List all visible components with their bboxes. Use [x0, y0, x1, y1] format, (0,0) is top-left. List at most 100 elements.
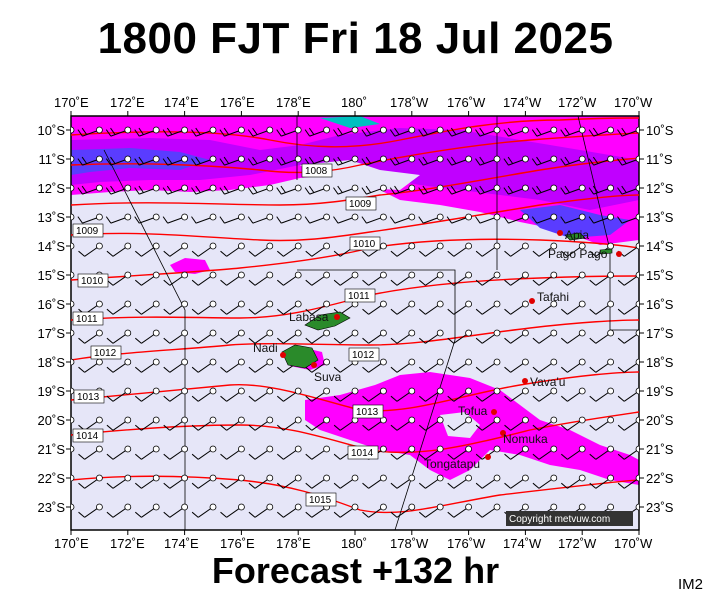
wind-barb — [71, 300, 75, 308]
wind-barb — [475, 387, 501, 402]
wind-barb — [106, 503, 132, 518]
lon-label: 174˚E — [164, 95, 199, 110]
svg-text:1009: 1009 — [76, 226, 99, 237]
wind-barb — [305, 474, 331, 489]
lon-label: 170˚E — [54, 95, 89, 110]
lat-label: 13˚S — [646, 210, 674, 225]
lat-label: 18˚S — [646, 355, 674, 370]
wind-barb — [419, 358, 444, 373]
wind-barb — [220, 474, 245, 489]
isobar-label: 1011 — [72, 311, 104, 326]
wind-barb — [475, 300, 501, 315]
wind-barb — [191, 184, 217, 195]
svg-text:Copyright metvuw.com: Copyright metvuw.com — [509, 514, 610, 525]
wind-barb — [418, 155, 444, 166]
wind-barb — [106, 387, 132, 402]
wind-barb — [276, 155, 302, 166]
isobar-label: 1014 — [347, 445, 379, 460]
wind-barb — [333, 155, 359, 166]
wind-barb — [390, 358, 416, 373]
wind-barb — [191, 387, 217, 402]
lat-label: 11˚S — [39, 152, 66, 167]
wind-barb — [105, 213, 132, 224]
wind-barb — [248, 387, 274, 402]
rain-band-north-heavy — [71, 148, 210, 175]
wind-barb — [247, 213, 274, 224]
wind-barb — [220, 358, 245, 373]
wind-barb — [77, 184, 103, 195]
svg-text:Labasa: Labasa — [289, 310, 329, 324]
wind-barb — [71, 416, 75, 424]
wind-barb — [362, 358, 387, 373]
wind-barb — [135, 387, 160, 402]
wind-barb — [71, 213, 75, 221]
wind-barb — [589, 300, 614, 315]
wind-barb — [276, 184, 302, 195]
wind-barb — [475, 242, 501, 257]
wind-barb — [390, 474, 416, 489]
wind-barb — [561, 329, 586, 344]
wind-barb — [589, 271, 614, 286]
wind-barb — [531, 213, 558, 224]
svg-text:Nomuka: Nomuka — [503, 432, 548, 446]
wind-barb — [560, 184, 586, 195]
wind-barb — [617, 126, 639, 137]
place-tofua: Tofua — [458, 404, 497, 418]
wind-barb — [503, 184, 529, 195]
wind-barb — [71, 329, 75, 337]
wind-barb — [105, 155, 132, 166]
svg-text:1013: 1013 — [77, 392, 100, 403]
wind-barb — [163, 387, 189, 402]
wind-barb — [617, 416, 639, 431]
wind-barb — [191, 329, 217, 344]
wind-barb — [588, 155, 614, 166]
lat-label: 22˚S — [646, 471, 674, 486]
wind-barb — [531, 155, 558, 166]
wind-barb — [78, 445, 103, 460]
wind-barb — [418, 213, 444, 224]
wind-barb — [504, 445, 529, 460]
forecast-map: 170˚E 172˚E 174˚E 176˚E 178˚E 180˚ 178˚W… — [38, 95, 674, 550]
wind-barb — [447, 387, 473, 402]
wind-barb — [532, 445, 558, 460]
wind-barb — [305, 242, 331, 257]
wind-barb — [163, 474, 189, 489]
wind-barb — [390, 329, 416, 344]
svg-text:Tongatapu: Tongatapu — [424, 457, 480, 471]
wind-barb — [504, 242, 529, 257]
lon-label: 172˚W — [558, 536, 597, 550]
wind-barb — [333, 503, 359, 518]
wind-barb — [106, 242, 132, 257]
wind-barb — [475, 474, 501, 489]
wind-barb — [532, 242, 558, 257]
rain-band-east-heavy — [520, 205, 630, 238]
wind-barb — [220, 242, 245, 257]
wind-barb — [390, 271, 416, 286]
wind-barb — [163, 329, 189, 344]
wind-barb — [561, 474, 586, 489]
wind-barb — [135, 474, 160, 489]
wind-barb — [304, 213, 331, 224]
wind-barb — [134, 155, 160, 166]
wind-barb — [419, 503, 444, 518]
lon-label: 174˚E — [164, 536, 199, 550]
lat-label: 13˚S — [38, 210, 66, 225]
wind-barb — [71, 126, 75, 134]
svg-text:1012: 1012 — [94, 348, 117, 359]
lon-labels-top: 170˚E 172˚E 174˚E 176˚E 178˚E 180˚ 178˚W… — [54, 95, 653, 110]
wind-barb — [162, 126, 189, 137]
wind-barb — [589, 416, 614, 431]
wind-barb — [105, 126, 132, 137]
wind-barb — [362, 271, 387, 286]
wind-barb — [531, 126, 558, 137]
wind-barb — [504, 387, 529, 402]
wind-barb — [588, 184, 614, 195]
wind-barb — [247, 126, 274, 137]
wind-barb — [419, 242, 444, 257]
wind-barb — [247, 155, 274, 166]
wind-barb — [71, 474, 75, 482]
wind-barb — [504, 416, 529, 431]
wind-barb — [305, 358, 331, 373]
lon-label: 178˚E — [276, 536, 311, 550]
wind-barb — [389, 126, 416, 137]
